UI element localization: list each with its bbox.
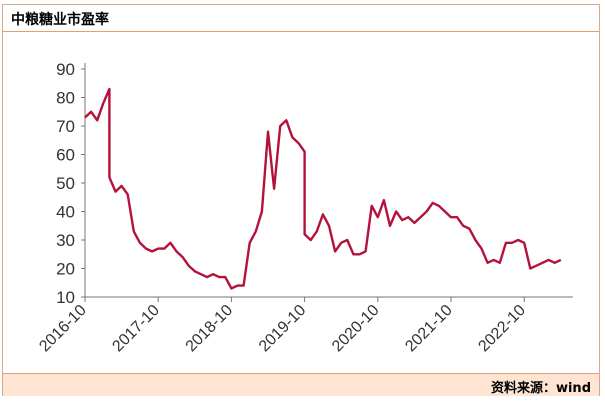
y-tick-label: 20 — [56, 260, 75, 279]
y-tick-label: 50 — [56, 174, 75, 193]
y-axis: 10 20 30 40 50 60 70 80 90 — [56, 60, 86, 307]
y-tick-label: 70 — [56, 117, 75, 136]
x-tick-label: 2017-10 — [109, 302, 163, 356]
chart-title: 中粮糖业市盈率 — [11, 12, 109, 28]
line-chart: 10 20 30 40 50 60 70 80 90 2016-10 2017-10 2018-10… — [36, 60, 573, 356]
series-layer — [84, 87, 562, 290]
x-tick-label: 2018-10 — [183, 302, 237, 356]
y-tick-label: 30 — [56, 231, 75, 250]
x-axis: 2016-10 2017-10 2018-10 2019-10 2020-10 2021-… — [36, 296, 573, 356]
x-tick-label: 2019-10 — [256, 302, 310, 356]
pe-ratio-line — [84, 87, 562, 290]
y-tick-label: 90 — [56, 60, 75, 79]
source-bar: 资料来源：wind — [3, 373, 599, 396]
x-tick-label: 2020-10 — [329, 302, 383, 356]
x-tick-label: 2022-10 — [475, 302, 529, 356]
x-tick-label: 2021-10 — [402, 302, 456, 356]
title-bar: 中粮糖业市盈率 — [3, 5, 599, 32]
plot-area: 10 20 30 40 50 60 70 80 90 2016-10 2017-10 2018-10… — [13, 39, 591, 369]
y-tick-label: 60 — [56, 146, 75, 165]
source-note: 资料来源：wind — [490, 381, 591, 396]
chart-frame: 中粮糖业市盈率 10 20 30 40 50 60 70 80 90 2016-10 2017-1… — [2, 4, 600, 396]
y-tick-label: 80 — [56, 89, 75, 108]
y-tick-label: 40 — [56, 203, 75, 222]
y-tick-label: 10 — [56, 288, 75, 307]
x-tick-label: 2016-10 — [36, 302, 90, 356]
